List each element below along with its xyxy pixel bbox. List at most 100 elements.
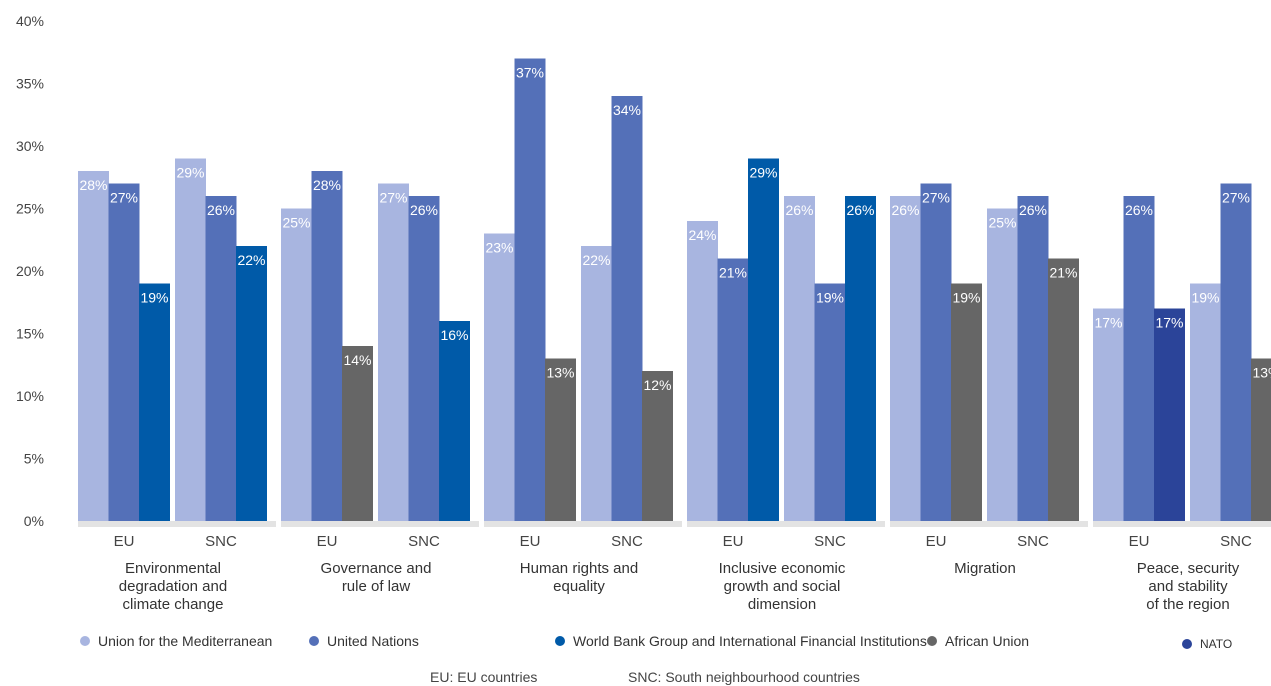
legend-swatch <box>1182 639 1192 649</box>
bars: 28%27%19%29%26%22%25%28%14%27%26%16%23%3… <box>78 58 1271 521</box>
bar-data-label: 27% <box>1222 190 1250 206</box>
y-tick-label: 30% <box>16 138 44 154</box>
legend-swatch <box>80 636 90 646</box>
group-baseline <box>281 521 479 527</box>
group-baseline <box>687 521 885 527</box>
bar-data-label: 25% <box>282 215 310 231</box>
bar-data-label: 19% <box>816 290 844 306</box>
bar <box>439 321 470 521</box>
subgroup-label: SNC <box>205 533 237 550</box>
bar <box>1048 258 1079 521</box>
bar <box>717 258 749 521</box>
bar <box>545 358 576 521</box>
bar <box>1190 283 1221 521</box>
bar-data-label: 24% <box>688 227 716 243</box>
bar <box>484 233 515 521</box>
bar-data-label: 21% <box>719 265 747 281</box>
category-label: Environmental degradation and climate chan… <box>119 560 227 613</box>
bar-data-label: 27% <box>922 190 950 206</box>
y-tick-label: 40% <box>16 13 44 29</box>
bar-data-label: 37% <box>516 65 544 81</box>
bar-data-label: 19% <box>140 290 168 306</box>
bar-data-label: 29% <box>749 165 777 181</box>
y-tick-label: 35% <box>16 76 44 92</box>
subgroup-label: EU <box>520 533 541 550</box>
bar-data-label: 16% <box>440 327 468 343</box>
legend-item: United Nations <box>309 633 419 649</box>
subgroup-label: EU <box>723 533 744 550</box>
bar <box>1017 196 1049 521</box>
bar <box>611 96 643 521</box>
bar <box>236 246 267 521</box>
legend-item: NATO <box>1182 637 1232 651</box>
y-tick-label: 5% <box>24 451 44 467</box>
bar <box>342 346 373 521</box>
footnote-snc: SNC: South neighbourhood countries <box>628 669 860 685</box>
category-label: Inclusive economic growth and social dimen… <box>719 560 846 613</box>
legend-swatch <box>555 636 565 646</box>
subgroup-label: SNC <box>1220 533 1252 550</box>
y-tick-label: 0% <box>24 513 44 529</box>
group-baseline <box>484 521 682 527</box>
bar-data-label: 28% <box>79 177 107 193</box>
bar <box>920 183 952 521</box>
group-baseline <box>890 521 1088 527</box>
bar-data-label: 17% <box>1094 315 1122 331</box>
subgroup-label: SNC <box>1017 533 1049 550</box>
bar <box>78 171 109 521</box>
bar-data-label: 29% <box>176 165 204 181</box>
y-tick-label: 20% <box>16 263 44 279</box>
bar <box>139 283 170 521</box>
bar <box>748 158 779 521</box>
bar <box>311 171 343 521</box>
legend-label: NATO <box>1200 637 1233 651</box>
legend-label: African Union <box>945 633 1030 649</box>
y-tick-label: 15% <box>16 326 44 342</box>
bar <box>1123 196 1155 521</box>
bar-data-label: 22% <box>237 252 265 268</box>
legend-item: World Bank Group and International Finan… <box>555 633 927 649</box>
group-baseline <box>1093 521 1271 527</box>
group-baseline <box>78 521 276 527</box>
bar <box>378 183 409 521</box>
bar-data-label: 12% <box>643 377 671 393</box>
bar-data-label: 26% <box>785 202 813 218</box>
bar-data-label: 26% <box>1125 202 1153 218</box>
bar-data-label: 14% <box>343 352 371 368</box>
bar-data-label: 34% <box>613 102 641 118</box>
bar <box>784 196 815 521</box>
y-tick-label: 10% <box>16 388 44 404</box>
bar <box>814 283 846 521</box>
bar <box>642 371 673 521</box>
category-label: Human rights and equality <box>520 560 638 595</box>
bar-data-label: 13% <box>546 365 574 381</box>
bar-data-label: 27% <box>110 190 138 206</box>
bar <box>205 196 237 521</box>
bar <box>281 208 312 521</box>
bar-data-label: 26% <box>846 202 874 218</box>
bar <box>687 221 718 521</box>
bar-data-label: 25% <box>988 215 1016 231</box>
legend-label: Union for the Mediterranean <box>98 633 273 649</box>
bar-data-label: 22% <box>582 252 610 268</box>
bar <box>951 283 982 521</box>
subgroup-label: EU <box>1129 533 1150 550</box>
y-axis: 0% 5% 10% 15% 20% 25% 30% 35% 40% <box>16 13 44 529</box>
bar <box>845 196 876 521</box>
legend-label: United Nations <box>327 633 419 649</box>
subgroup-label: EU <box>926 533 947 550</box>
bar-data-label: 13% <box>1252 365 1271 381</box>
subgroup-label: SNC <box>611 533 643 550</box>
legend-swatch <box>927 636 937 646</box>
bar <box>581 246 612 521</box>
bar-data-label: 26% <box>207 202 235 218</box>
bar-data-label: 26% <box>891 202 919 218</box>
legend-item: Union for the Mediterranean <box>80 633 272 649</box>
bar <box>1093 308 1124 521</box>
bar <box>1251 358 1271 521</box>
bar <box>1220 183 1252 521</box>
bar-data-label: 19% <box>1191 290 1219 306</box>
category-label: Governance and rule of law <box>321 560 432 595</box>
footnote-eu: EU: EU countries <box>430 669 538 685</box>
